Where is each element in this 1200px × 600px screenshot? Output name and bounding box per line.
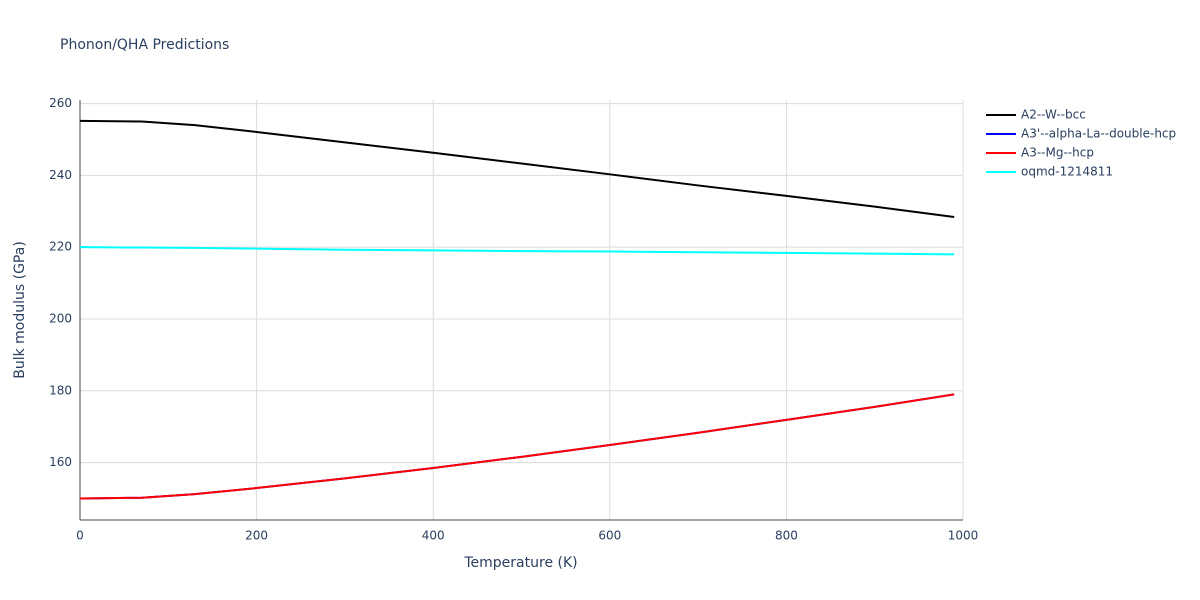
y-tick-label: 260 xyxy=(49,96,72,110)
x-tick-label: 400 xyxy=(422,529,445,543)
y-tick-label: 160 xyxy=(49,455,72,469)
line-series xyxy=(79,119,955,219)
legend-label: A3'--alpha-La--double-hcp xyxy=(1021,127,1176,141)
x-tick-label: 200 xyxy=(245,529,268,543)
y-axis-title: Bulk modulus (GPa) xyxy=(12,241,28,379)
legend-label: oqmd-1214811 xyxy=(1021,165,1113,179)
y-tick-label: 180 xyxy=(49,383,72,397)
x-tick-label: 600 xyxy=(598,529,621,543)
legend-label: A2--W--bcc xyxy=(1021,108,1086,122)
y-tick-label: 220 xyxy=(49,240,72,254)
x-tick-label: 0 xyxy=(76,529,84,543)
line-series xyxy=(79,246,955,256)
x-tick-label: 1000 xyxy=(948,529,979,543)
y-tick-label: 200 xyxy=(49,311,72,325)
y-tick-label: 240 xyxy=(49,168,72,182)
x-tick-label: 800 xyxy=(775,529,798,543)
line-series xyxy=(79,393,955,500)
chart-title: Phonon/QHA Predictions xyxy=(60,37,229,53)
line-series xyxy=(79,393,955,500)
x-axis-title: Temperature (K) xyxy=(463,555,577,571)
legend-label: A3--Mg--hcp xyxy=(1021,146,1094,160)
